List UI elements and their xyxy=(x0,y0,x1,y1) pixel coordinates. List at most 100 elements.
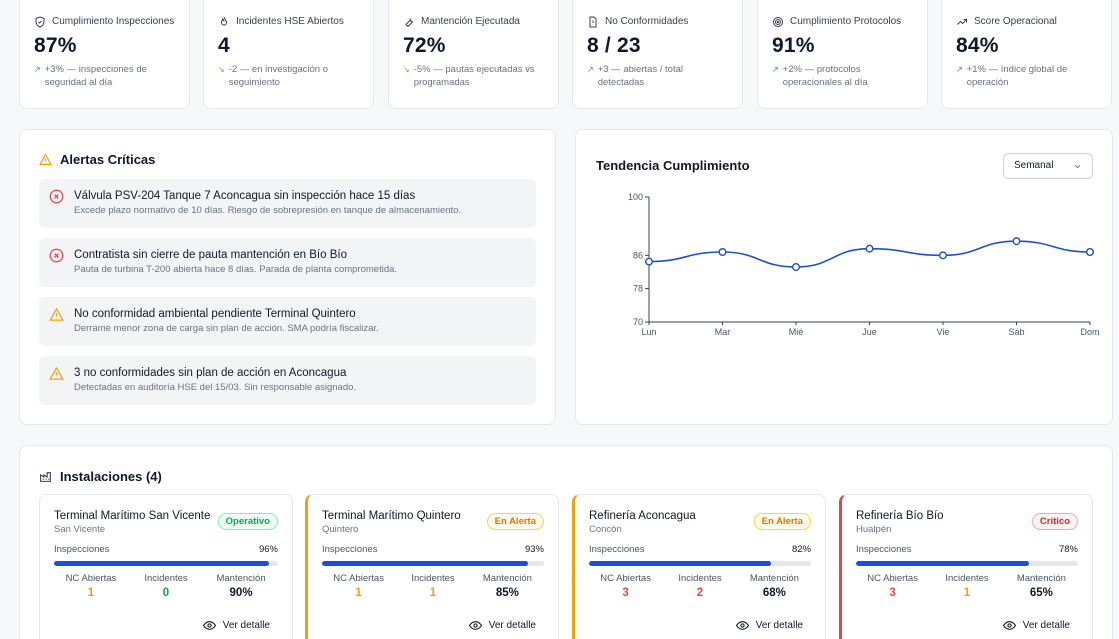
view-detail-button[interactable]: Ver detalle xyxy=(735,619,803,632)
period-select-value: Semanal xyxy=(1014,160,1054,171)
trend-up-icon: ↗ xyxy=(587,65,594,74)
status-badge: Crítico xyxy=(1031,513,1078,530)
inspections-progress xyxy=(54,561,278,566)
view-detail-button[interactable]: Ver detalle xyxy=(468,619,536,632)
alert-description: Derrame menor zona de carga sin plan de … xyxy=(74,323,379,334)
alert-title: 3 no conformidades sin plan de acción en… xyxy=(74,367,347,379)
inspections-value: 93% xyxy=(524,544,544,555)
kpi-note: +3 — abiertas / total detectadas xyxy=(597,64,683,88)
nc-value: 1 xyxy=(355,587,362,599)
inspections-progress-fill xyxy=(589,561,772,566)
error-circle-icon xyxy=(49,189,64,204)
installation-card[interactable]: Terminal Marítimo Quintero Quintero En A… xyxy=(305,494,559,639)
kpi-card-inspections: Cumplimiento Inspecciones 87% ↗ +3% — ins… xyxy=(19,0,190,109)
trend-down-icon: ↘ xyxy=(403,65,410,74)
kpi-card-incidents: Incidentes HSE Abiertos 4 ↘ -2 — en inves… xyxy=(203,0,374,109)
nc-label: NC Abiertas xyxy=(333,573,384,584)
installation-city: Hualpén xyxy=(856,524,892,535)
incidents-label: Incidentes xyxy=(678,573,722,584)
inspections-label: Inspecciones xyxy=(54,544,110,555)
maintenance-label: Mantención xyxy=(482,573,532,584)
installation-name: Refinería Aconcagua xyxy=(589,510,696,522)
alerts-title: Alertas Críticas xyxy=(60,152,156,167)
x-tick-label: Lun xyxy=(641,327,656,337)
inspections-value: 96% xyxy=(258,544,278,555)
inspections-value: 82% xyxy=(791,544,811,555)
kpi-note: +3% — inspecciones de seguridad al día xyxy=(44,64,147,88)
installation-card[interactable]: Refinería Bío Bío Hualpén Crítico Inspec… xyxy=(839,494,1093,639)
data-point xyxy=(1012,237,1021,246)
trend-up-icon: ↗ xyxy=(34,65,41,74)
error-circle-icon xyxy=(49,248,64,263)
y-tick-label: 100 xyxy=(628,192,643,202)
installation-name: Terminal Marítimo Quintero xyxy=(322,510,461,522)
alerts-panel: Alertas Críticas Válvula PSV-204 Tanque … xyxy=(19,129,556,425)
installation-card[interactable]: Refinería Aconcagua Concón En Alerta Ins… xyxy=(572,494,826,639)
trend-up-icon: ↗ xyxy=(772,65,779,74)
maintenance-value: 85% xyxy=(495,587,519,599)
y-tick-label: 70 xyxy=(633,317,643,327)
flame-icon xyxy=(220,16,228,26)
eye-icon xyxy=(1002,621,1016,630)
alert-item[interactable]: 3 no conformidades sin plan de acción en… xyxy=(39,356,536,405)
wrench-icon xyxy=(405,18,414,28)
alert-item[interactable]: Válvula PSV-204 Tanque 7 Aconcagua sin i… xyxy=(39,179,536,228)
warning-icon xyxy=(49,307,64,321)
inspections-label: Inspecciones xyxy=(322,544,378,555)
data-point xyxy=(865,244,874,253)
installations-title: Instalaciones (4) xyxy=(60,469,162,484)
kpi-note: -2 — en investigación o seguimiento xyxy=(228,64,328,88)
eye-icon xyxy=(735,621,749,630)
incidents-label: Incidentes xyxy=(144,573,188,584)
x-tick-label: Dom xyxy=(1080,327,1099,337)
incidents-value: 0 xyxy=(162,587,170,599)
warning-icon xyxy=(39,153,52,165)
incidents-value: 1 xyxy=(429,587,437,599)
trend-chart: 70 78 86 100 Lun Mar Mié Jue Vie Sáb Dom xyxy=(628,192,1100,337)
nc-label: NC Abiertas xyxy=(600,573,651,584)
y-tick-label: 86 xyxy=(633,250,643,260)
installation-card[interactable]: Terminal Marítimo San Vicente San Vicent… xyxy=(39,494,293,639)
maintenance-label: Mantención xyxy=(749,573,799,584)
inspections-progress xyxy=(856,561,1078,566)
kpi-value: 8 / 23 xyxy=(587,34,641,57)
kpi-value: 72% xyxy=(403,34,446,57)
maintenance-value: 68% xyxy=(762,587,786,599)
alert-item[interactable]: Contratista sin cierre de pauta mantenci… xyxy=(39,238,536,287)
alert-item[interactable]: No conformidad ambiental pendiente Termi… xyxy=(39,297,536,346)
alert-title: Válvula PSV-204 Tanque 7 Aconcagua sin i… xyxy=(74,190,416,202)
file-alert-icon xyxy=(589,16,597,28)
view-detail-button[interactable]: Ver detalle xyxy=(1002,619,1070,632)
y-tick-label: 78 xyxy=(633,284,643,294)
nc-value: 1 xyxy=(87,587,95,599)
inspections-label: Inspecciones xyxy=(589,544,645,555)
data-point xyxy=(718,248,727,257)
view-detail-label: Ver detalle xyxy=(222,620,270,631)
kpi-card-maintenance: Mantención Ejecutada 72% ↘ -5% — pautas e… xyxy=(388,0,559,109)
data-point xyxy=(644,257,653,266)
eye-icon xyxy=(468,621,482,630)
chevron-down-icon xyxy=(1074,165,1081,169)
maintenance-label: Mantención xyxy=(1016,573,1066,584)
kpi-note: -5% — pautas ejecutadas vs programadas xyxy=(413,64,535,88)
view-detail-button[interactable]: Ver detalle xyxy=(202,619,270,632)
maintenance-label: Mantención xyxy=(216,573,266,584)
eye-icon xyxy=(202,621,216,630)
status-badge: En Alerta xyxy=(486,513,544,530)
nc-label: NC Abiertas xyxy=(65,573,117,584)
alert-description: Detectadas en auditoría HSE del 15/03. S… xyxy=(74,382,357,393)
x-tick-label: Jue xyxy=(862,327,877,337)
maintenance-value: 90% xyxy=(229,587,253,599)
installation-city: Concón xyxy=(589,524,622,535)
installation-city: San Vicente xyxy=(54,524,106,535)
trending-up-icon xyxy=(957,19,967,25)
kpi-card-protocols: Cumplimiento Protocolos 91% ↗ +2% — proto… xyxy=(757,0,928,109)
data-point xyxy=(791,262,800,271)
kpi-label: No Conformidades xyxy=(605,16,689,27)
view-detail-label: Ver detalle xyxy=(488,620,536,631)
shield-icon xyxy=(35,16,45,28)
x-tick-label: Mié xyxy=(789,327,804,337)
trend-panel: Tendencia Cumplimiento Semanal 70 78 86 100… xyxy=(575,129,1113,425)
alert-description: Pauta de turbina T-200 abierta hace 8 dí… xyxy=(74,264,398,275)
period-select[interactable]: Semanal xyxy=(1003,153,1093,179)
